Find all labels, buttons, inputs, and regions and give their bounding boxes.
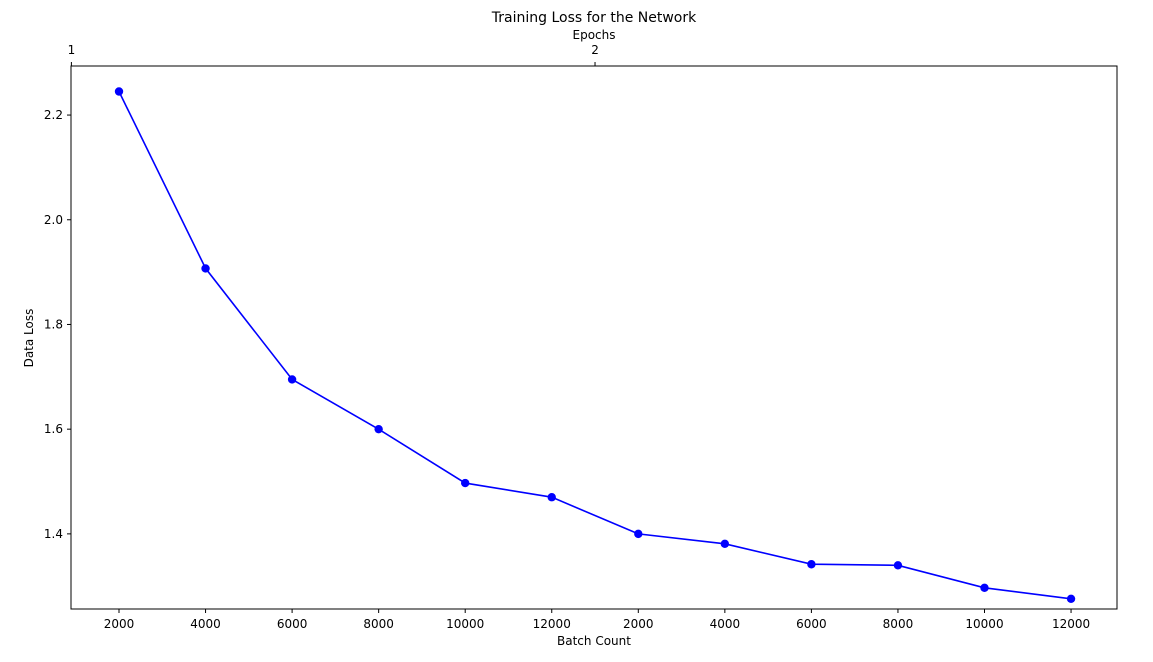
data-point <box>634 529 643 539</box>
x-tick-label: 8000 <box>363 617 394 631</box>
data-point <box>893 561 903 570</box>
y-tick-label: 2.0 <box>44 213 63 227</box>
top-axis-label: Epochs <box>573 28 616 42</box>
y-tick-label: 2.2 <box>44 108 63 122</box>
x-tick-label: 4000 <box>710 617 741 631</box>
x-tick-label: 12000 <box>533 617 571 631</box>
x-tick-label: 10000 <box>446 617 484 631</box>
x-tick-label: 2000 <box>104 617 135 631</box>
top-tick-label: 2 <box>591 43 599 57</box>
x-axis-ticks: 2000 4000 6000 8000 10000 12000 2000 4000 6000 80… <box>104 609 1090 631</box>
x-tick-label: 6000 <box>277 617 308 631</box>
data-point <box>807 560 816 569</box>
data-point <box>980 583 989 592</box>
data-point <box>374 424 383 434</box>
data-point <box>1066 594 1076 603</box>
data-point <box>287 375 297 384</box>
x-tick-label: 6000 <box>796 617 827 631</box>
data-point <box>461 478 470 488</box>
data-point <box>114 87 124 96</box>
y-axis-ticks: 1.4 1.6 1.8 2.0 2.2 <box>44 108 71 541</box>
data-point <box>720 539 730 549</box>
x-tick-label: 8000 <box>883 617 914 631</box>
data-point <box>547 493 556 502</box>
series-line-group <box>114 87 1076 603</box>
y-tick-label: 1.8 <box>44 317 63 331</box>
x-tick-label: 12000 <box>1052 617 1090 631</box>
plot-frame <box>70 65 1118 610</box>
chart-title: Training Loss for the Network <box>491 10 697 26</box>
x-tick-label: 4000 <box>190 617 221 631</box>
y-tick-label: 1.4 <box>44 527 63 541</box>
x-tick-label: 10000 <box>965 617 1003 631</box>
x-tick-label: 2000 <box>623 617 654 631</box>
series-line <box>118 91 1072 600</box>
top-tick-label: 1 <box>68 43 76 57</box>
y-axis-label: Data Loss <box>22 309 36 368</box>
data-point <box>201 264 210 273</box>
x-axis-label: Batch Count <box>557 634 631 648</box>
y-tick-label: 1.6 <box>44 422 63 436</box>
